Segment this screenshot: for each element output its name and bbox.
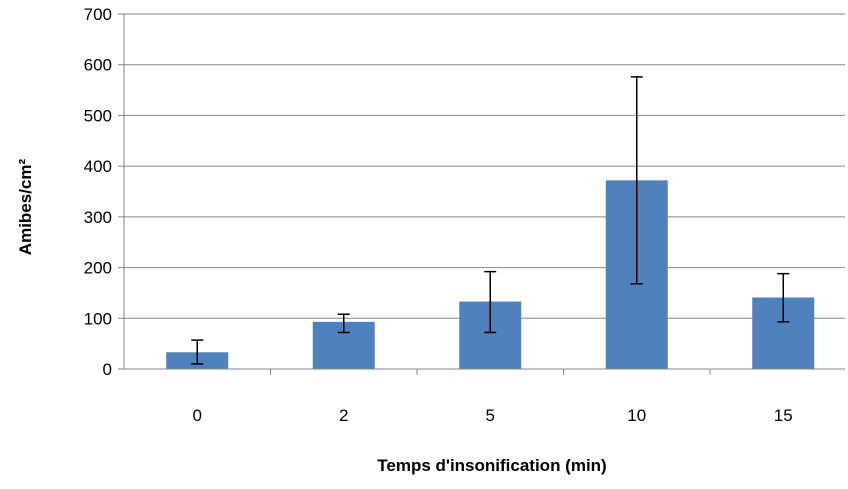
tick-labels: 0 100 200 300 400 500 600 700 0 2 5 10 15 [84, 5, 793, 425]
x-tick-label: 0 [193, 406, 202, 425]
gridlines [118, 13, 845, 370]
x-axis-label: Temps d'insonification (min) [377, 456, 606, 475]
y-tick-label: 0 [103, 360, 112, 379]
y-axis-label: Amibes/cm² [16, 158, 35, 255]
y-tick-label: 200 [84, 259, 112, 278]
x-tick-label: 5 [486, 406, 495, 425]
x-tick-label: 10 [627, 406, 646, 425]
y-tick-label: 300 [84, 208, 112, 227]
y-tick-label: 400 [84, 157, 112, 176]
y-tick-label: 600 [84, 56, 112, 75]
error-bars [191, 76, 790, 365]
y-tick-label: 700 [84, 5, 112, 24]
x-tick-label: 15 [774, 406, 793, 425]
axes [123, 14, 845, 375]
y-tick-label: 100 [84, 309, 112, 328]
y-tick-label: 500 [84, 106, 112, 125]
x-tick-label: 2 [339, 406, 348, 425]
